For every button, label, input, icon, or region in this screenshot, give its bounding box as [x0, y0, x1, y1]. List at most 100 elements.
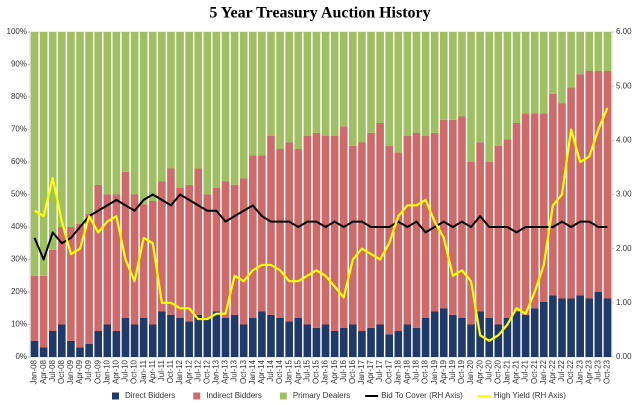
bar-segment [358, 331, 366, 357]
bar-segment [312, 327, 321, 357]
y-tick-label: 50% [11, 190, 27, 199]
x-tick-label: Jan-09 [66, 359, 75, 384]
bar-segment [412, 132, 421, 328]
bar-segment [558, 103, 566, 299]
x-tick-label: Apr-21 [512, 359, 521, 384]
bar-segment [567, 32, 575, 88]
bar-segment [594, 32, 603, 71]
bar-segment [467, 162, 475, 325]
bar-segment [103, 324, 112, 357]
x-tick-label: Oct-17 [384, 359, 393, 384]
bar-segment [530, 113, 539, 309]
x-tick-label: Oct-14 [275, 359, 284, 384]
x-tick-label: Jul-13 [230, 359, 239, 381]
bar-segment [349, 145, 357, 325]
x-tick-label: Apr-13 [221, 359, 230, 384]
bar-segment [367, 132, 375, 328]
bar-segment [512, 311, 521, 357]
bar-segment [285, 32, 293, 143]
x-tick-label: Apr-23 [584, 359, 593, 384]
x-tick-label: Jan-18 [393, 359, 402, 384]
bar-segment [394, 152, 403, 331]
chart-title: 5 Year Treasury Auction History [209, 5, 430, 22]
x-tick-label: Oct-23 [603, 359, 612, 384]
bar-segment [321, 32, 330, 136]
bar-segment [458, 318, 466, 357]
bar-segment [194, 32, 203, 169]
line-series [33, 193, 608, 261]
bar-segment [485, 162, 494, 318]
bar-segment [312, 32, 321, 133]
x-tick-label: Apr-16 [330, 359, 339, 384]
x-tick-label: Jan-17 [357, 359, 366, 384]
bar-segment [194, 168, 203, 315]
bar-segment [503, 32, 512, 140]
bar-segment [321, 324, 330, 357]
bar-segment [239, 32, 248, 179]
bar-segment [439, 308, 448, 357]
bar-segment [412, 327, 421, 357]
bar-segment [430, 311, 439, 357]
bar-segment [167, 168, 175, 315]
bar-segment [248, 32, 257, 156]
y2-tick-label: 6.00 [616, 27, 632, 36]
bar-segment [230, 314, 239, 357]
bar-segment [294, 32, 303, 149]
bar-segment [530, 308, 539, 357]
bar-segment [421, 32, 430, 136]
x-tick-label: Jul-10 [121, 359, 130, 381]
bar-segment [158, 32, 166, 182]
bar-segment [467, 324, 475, 357]
bar-segment [148, 201, 157, 325]
bar-segment [458, 32, 466, 117]
bar-segment [212, 188, 221, 312]
legend-label: Bid To Cover (RH Axis) [381, 391, 463, 400]
bar-segment [248, 155, 257, 318]
x-tick-label: Jul-21 [521, 359, 530, 381]
bar-segment [230, 32, 239, 185]
bar-segment [530, 32, 539, 114]
bar-segment [276, 32, 284, 149]
x-tick-label: Oct-15 [312, 359, 321, 384]
bar-segment [121, 32, 130, 172]
x-tick-label: Apr-18 [403, 359, 412, 384]
y2-tick-label: 3.00 [616, 190, 632, 199]
x-tick-label: Jul-15 [302, 359, 311, 381]
bar-segment [539, 32, 548, 114]
bar-segment [176, 32, 184, 188]
x-tick-label: Oct-08 [57, 359, 66, 384]
x-tick-label: Oct-09 [93, 359, 102, 384]
bar-segment [585, 32, 594, 71]
bar-segment [549, 32, 557, 94]
bar-segment [458, 116, 466, 318]
bar-segment [112, 32, 121, 195]
bar-segment [567, 87, 575, 299]
bar-segment [267, 32, 275, 136]
x-tick-label: Apr-20 [475, 359, 484, 384]
bar-segment [521, 32, 530, 114]
bar-segment [94, 331, 103, 357]
bar-segment [139, 32, 148, 205]
x-tick-label: Jul-14 [266, 359, 275, 381]
bar-segment [158, 181, 166, 312]
bar-segment [549, 295, 557, 357]
bar-segment [439, 32, 448, 120]
bar-segment [130, 324, 139, 357]
y-tick-label: 80% [11, 92, 27, 101]
bar-segment [203, 194, 212, 318]
bar-segment [58, 32, 66, 227]
x-tick-label: Jul-19 [448, 359, 457, 381]
bar-segment [603, 71, 612, 299]
bar-segment [221, 181, 230, 318]
bar-segment [358, 32, 366, 143]
bar-segment [185, 321, 193, 357]
legend-swatch [279, 392, 287, 400]
bar-segment [112, 331, 121, 357]
bar-segment [276, 318, 284, 357]
bar-segment [476, 32, 484, 143]
bar-segment [258, 32, 266, 156]
x-tick-label: Jan-12 [175, 359, 184, 384]
x-tick-label: Jul-16 [339, 359, 348, 381]
bar-segment [330, 136, 339, 331]
bar-segment [94, 184, 103, 331]
